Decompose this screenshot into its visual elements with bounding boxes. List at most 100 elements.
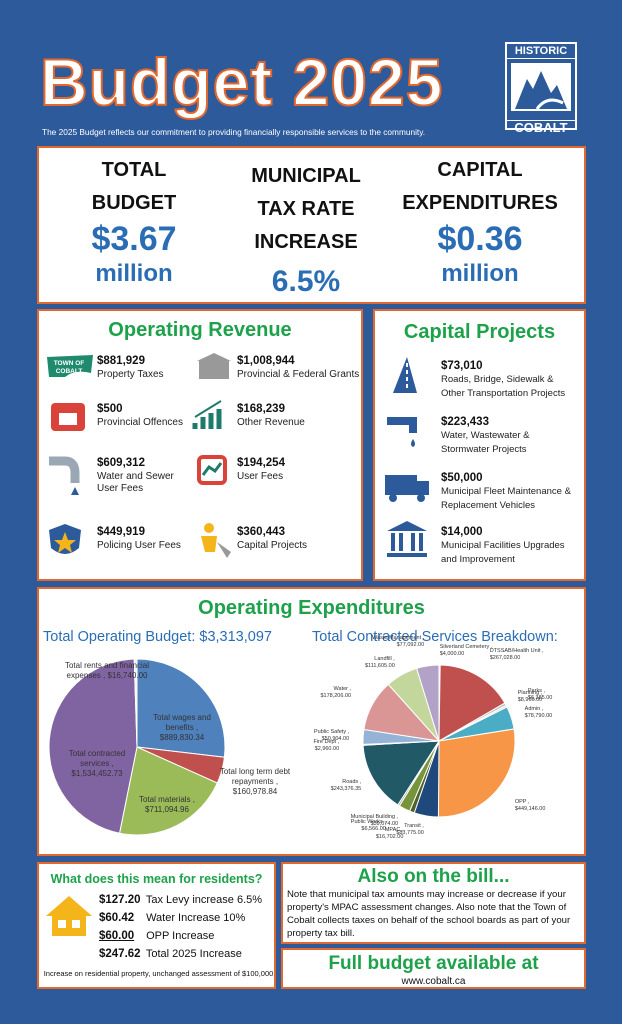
slice-label: Fire Dept , $2,960.00 <box>313 739 340 753</box>
slice-name: Total wages and benefits <box>153 713 211 732</box>
slice-name: Roads <box>342 779 359 786</box>
revenue-icon <box>49 456 80 495</box>
capital-icon <box>385 475 429 502</box>
slice-value: $83,775.00 <box>396 829 424 836</box>
logo-art <box>511 63 571 111</box>
revenue-item: $168,239 Other Revenue <box>237 403 361 429</box>
capital-amount: $14,000 <box>441 526 483 538</box>
resident-amount: $247.62 <box>99 948 141 960</box>
icon-shape <box>417 481 429 495</box>
subtitle: The 2025 Budget reflects our commitment … <box>42 127 426 137</box>
icon-shape <box>204 523 214 533</box>
slice-value: $178,206.00 <box>320 693 352 700</box>
slice-label: Parks , $6,385.00 <box>527 688 553 702</box>
slice-name: Water <box>333 686 349 693</box>
revenue-item: $500 Provincial Offences <box>97 403 187 429</box>
resident-amount: $60.00 <box>99 930 135 942</box>
capital-label: Municipal Facilities Upgrades and Improv… <box>441 540 565 565</box>
slice-label: Admin , $78,790.00 <box>524 706 553 720</box>
icon-shape <box>194 400 222 418</box>
slice-value: $16,702.00 <box>375 834 404 841</box>
slice-value: $78,790.00 <box>524 713 553 720</box>
revenue-icon <box>201 523 231 558</box>
revenue-label: Capital Projects <box>237 540 308 551</box>
slice-value: $267,028.00 <box>489 654 521 661</box>
slice-label: Transit , $83,775.00 <box>396 822 424 836</box>
revenue-label: Policing User Fees <box>97 540 181 551</box>
revenue-label: Other Revenue <box>237 417 305 428</box>
resident-row: $60.42 Water Increase 10% <box>99 910 245 927</box>
residents-title: What does this mean for residents? <box>50 872 263 886</box>
slice-name: OPP <box>514 799 527 806</box>
capital-icon <box>387 417 417 447</box>
icon-shape <box>59 413 77 425</box>
resident-amount: $60.42 <box>99 912 135 924</box>
capital-icon <box>393 357 417 393</box>
revenue-amount: $194,254 <box>237 457 285 469</box>
slice-label: MPAC , $16,702.00 <box>375 827 404 841</box>
revenue-amount: $609,312 <box>97 457 145 469</box>
slice-value: $2,960.00 <box>314 746 340 753</box>
capital-label: Municipal Fleet Maintenance & Replacemen… <box>441 486 571 511</box>
pie-slice <box>118 746 218 836</box>
bill-title: Also on the bill... <box>357 866 510 887</box>
expenditure-title: Operating Expenditures <box>198 597 425 619</box>
slice-name: Parks <box>527 688 542 695</box>
summary-item: TOTAL BUDGET $3.67 million <box>49 154 219 290</box>
revenue-label: User Fees <box>237 471 284 482</box>
pie-slice <box>438 664 506 742</box>
revenue-icon <box>192 400 222 429</box>
slice-value: $711,094.96 <box>145 805 189 814</box>
slice-name: Fire Dept <box>313 739 337 746</box>
full-budget-panel: Full budget available at www.cobalt.ca <box>281 948 586 989</box>
slice-name: Admin <box>524 706 541 713</box>
capital-icon <box>387 521 427 557</box>
capital-amount: $73,010 <box>441 360 483 372</box>
slice-label: Public Safety , $50,904.00 <box>313 729 350 743</box>
icon-shape <box>49 456 80 483</box>
slice-label: OPP , $449,146.00 <box>514 799 546 813</box>
resident-row: $127.20 Tax Levy increase 6.5% <box>99 892 262 909</box>
revenue-label: Provincial & Federal Grants <box>237 369 360 380</box>
slice-name: DTSSAB/Health Unit <box>489 647 541 654</box>
resident-row: $60.00 OPP Increase <box>99 928 214 945</box>
revenue-title: Operating Revenue <box>108 319 292 341</box>
icon-shape <box>192 409 222 429</box>
revenue-amount: $168,239 <box>237 403 285 415</box>
revenue-item: $194,254 User Fees <box>237 457 361 483</box>
summary-value: 6.5% <box>271 265 341 298</box>
summary-item: MUNICIPAL TAX RATE INCREASE 6.5% <box>221 160 391 301</box>
slice-label: Silverland Cemetery , $4,000.00 <box>439 644 493 657</box>
resident-label: OPP Increase <box>146 930 215 942</box>
slice-value: $889,830.34 <box>159 733 205 742</box>
capital-item: $14,000 Municipal Facilities Upgrades and… <box>441 525 579 567</box>
icon-shape <box>197 455 227 485</box>
revenue-amount: $360,443 <box>237 526 285 538</box>
revenue-amount: $500 <box>97 403 123 415</box>
summary-label: MUNICIPAL TAX RATE INCREASE <box>251 165 361 253</box>
capital-item: $50,000 Municipal Fleet Maintenance & Rep… <box>441 471 579 513</box>
slice-label: DTSSAB/Health Unit , $267,028.00 <box>489 647 544 661</box>
slice-name: Municipal Building <box>350 814 396 821</box>
slice-label: Total long term debt repayments , $160,9… <box>219 767 291 796</box>
logo-bottom: COBALT <box>507 120 575 135</box>
capital-amount: $223,433 <box>441 416 489 428</box>
icon-text: COBALT <box>56 368 83 375</box>
icon-shape <box>197 353 231 361</box>
pie-title: Total Operating Budget: $3,313,097 <box>43 629 272 645</box>
slice-name: Waste Management <box>372 635 422 642</box>
icon-shape <box>387 553 427 557</box>
icon-text: TOWN OF <box>54 360 85 367</box>
resident-label: Total 2025 Increase <box>145 948 242 960</box>
revenue-icon <box>197 353 231 379</box>
pie-slice <box>437 728 516 818</box>
slice-label: Waste Management , $77,092.00 <box>372 635 425 649</box>
slice-value: $160,978.84 <box>232 787 278 796</box>
slice-label: Roads , $243,376.35 <box>330 779 362 793</box>
slice-name: Planning <box>517 690 540 697</box>
revenue-icon <box>51 403 85 431</box>
summary-panel: TOTAL BUDGET $3.67 million MUNICIPAL TAX RA… <box>37 146 586 304</box>
capital-amount: $50,000 <box>441 472 483 484</box>
revenue-label: Property Taxes <box>97 369 164 380</box>
icon-shape <box>47 355 93 377</box>
